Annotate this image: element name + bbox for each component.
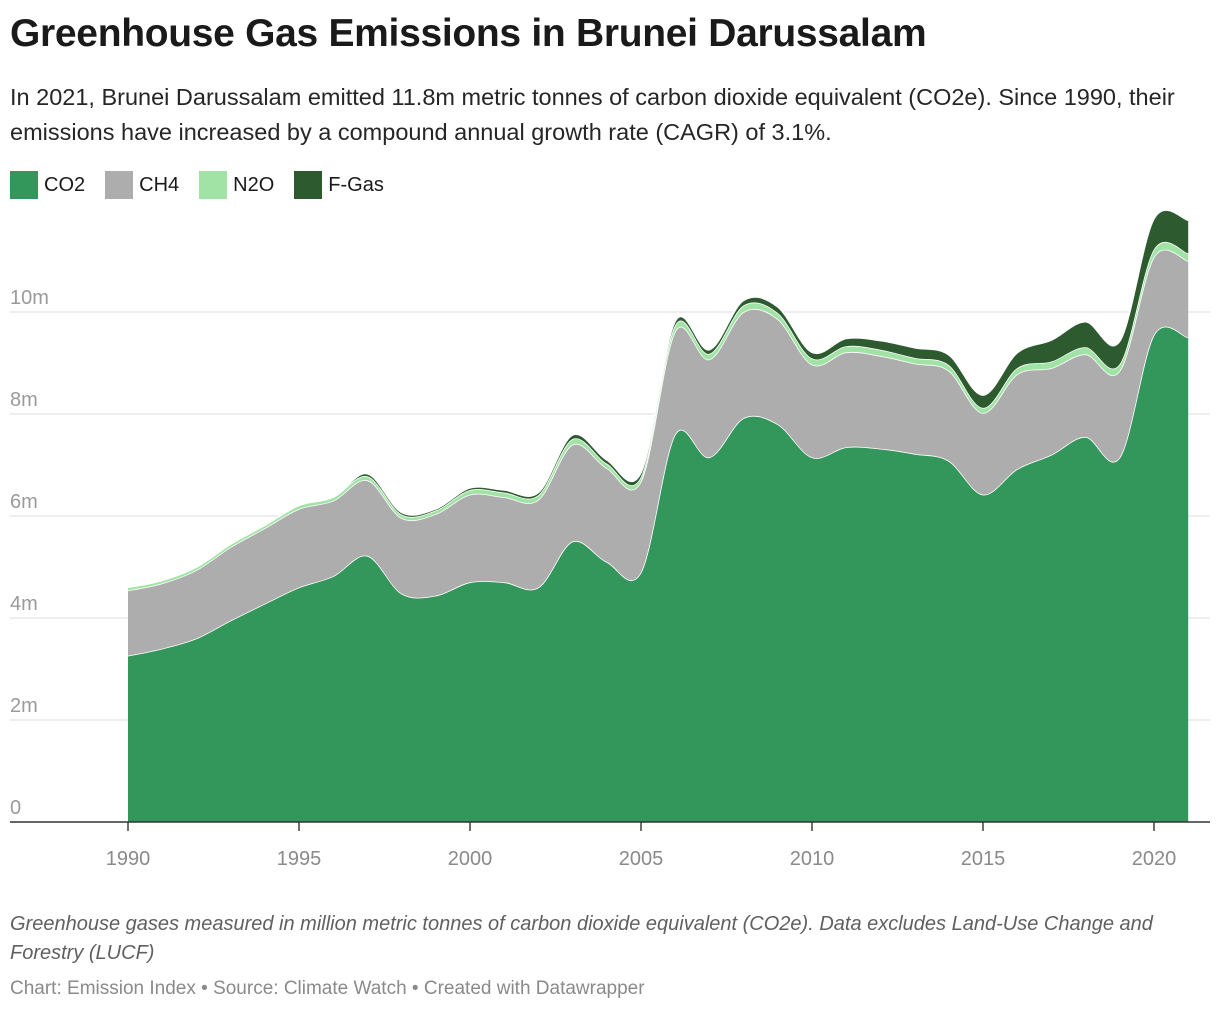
y-tick-label: 8m <box>10 389 38 411</box>
area-ch4 <box>128 249 1189 656</box>
legend-swatch-co2 <box>10 171 38 199</box>
y-tick-label: 2m <box>10 695 38 717</box>
legend-label-ch4: CH4 <box>139 173 180 196</box>
legend-swatch-n2o <box>199 171 228 199</box>
axes: 0 2m 4m 6m 8m 10m 1990 1995 2000 2005 2010 2015 2020 <box>10 287 1210 870</box>
x-tick-label: 2000 <box>448 848 493 870</box>
area-co2 <box>128 326 1189 822</box>
stacked-areas <box>127 209 1189 822</box>
x-tick-label: 2015 <box>961 848 1006 870</box>
chart-byline: Chart: Emission Index • Source: Climate … <box>10 978 645 999</box>
legend-item-n2o: N2O <box>199 171 274 199</box>
x-tick-label: 2020 <box>1132 848 1177 870</box>
y-tick-label: 6m <box>10 491 38 513</box>
y-tick-label: 4m <box>10 593 38 615</box>
y-tick-label: 10m <box>10 287 49 309</box>
legend-label-fgas: F-Gas <box>328 173 384 196</box>
chart-subtitle: In 2021, Brunei Darussalam emitted 11.8m… <box>10 84 1175 145</box>
legend-item-co2: CO2 <box>10 171 85 199</box>
area-edge-f-gas <box>127 209 1189 589</box>
legend-item-fgas: F-Gas <box>294 171 384 199</box>
x-tick-label: 2005 <box>619 848 664 870</box>
legend: CO2 CH4 N2O F-Gas <box>10 170 404 200</box>
x-tick-label: 2010 <box>790 848 835 870</box>
x-tick-label: 1990 <box>106 848 151 870</box>
area-chart: 0 2m 4m 6m 8m 10m 1990 1995 2000 2005 2010 2015 2020 <box>10 209 1210 870</box>
legend-item-ch4: CH4 <box>105 171 179 199</box>
chart-title: Greenhouse Gas Emissions in Brunei Darus… <box>10 12 927 55</box>
legend-label-co2: CO2 <box>44 173 86 196</box>
legend-label-n2o: N2O <box>233 173 275 196</box>
x-tick-label: 1995 <box>277 848 322 870</box>
chart-notes: Greenhouse gases measured in million met… <box>10 913 1153 964</box>
y-tick-label: 0 <box>10 797 21 819</box>
legend-swatch-fgas <box>294 171 323 199</box>
legend-swatch-ch4 <box>105 171 134 199</box>
